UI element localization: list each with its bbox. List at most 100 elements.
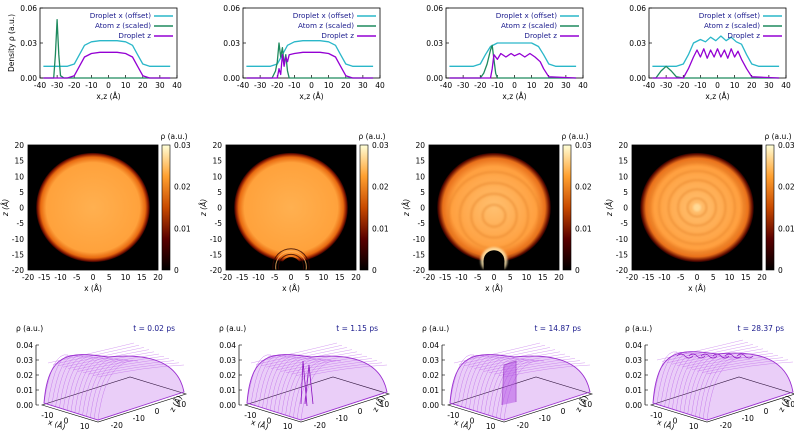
cavity-ring bbox=[277, 253, 305, 270]
x-tick-label: 20 bbox=[341, 81, 351, 90]
colorbar-tick-label: 0 bbox=[174, 266, 179, 275]
x-tick-label: -5 bbox=[677, 273, 685, 282]
x-tick-label: -20 bbox=[474, 81, 486, 90]
x-tick-label: 30 bbox=[764, 81, 774, 90]
y-tick-label: 10 bbox=[415, 172, 425, 181]
legend-label: Droplet z bbox=[727, 31, 760, 40]
map-image bbox=[28, 145, 158, 270]
ripple-line bbox=[676, 353, 694, 359]
y-tick-label: -15 bbox=[210, 250, 222, 259]
x-tick-label: 15 bbox=[741, 273, 751, 282]
y-tick-label: -10 bbox=[616, 235, 628, 244]
x-tick-label: 10 bbox=[319, 273, 329, 282]
mesh-line bbox=[652, 351, 678, 404]
x-tick-label: 15 bbox=[538, 273, 548, 282]
colorbar-tick-label: 0.03 bbox=[778, 141, 794, 150]
x-tick-label: 0 bbox=[267, 417, 272, 426]
surface-mesh bbox=[652, 339, 794, 421]
legend-label: Atom z (scaled) bbox=[95, 21, 151, 30]
x-axis-label: x (Å) bbox=[282, 284, 300, 293]
density-ripple bbox=[667, 179, 727, 236]
colorbar-tick-label: 0.02 bbox=[575, 183, 592, 192]
density-map-2: -20 -15 -10 -5 0 5 10 15 20 -20 -15 -10 -5 0 5 10 15 20 x … bbox=[199, 132, 389, 293]
x-axis-label: x (Å) bbox=[250, 418, 270, 431]
x-tick-label: -20 bbox=[271, 81, 283, 90]
cavity-ring bbox=[275, 251, 307, 270]
y-tick-label: 5 bbox=[19, 188, 24, 197]
y-axis-label: z (Å) bbox=[605, 199, 614, 217]
x-tick-label: -30 bbox=[457, 81, 469, 90]
x-tick-label: -5 bbox=[271, 273, 279, 282]
x-tick-label: 10 bbox=[689, 422, 699, 431]
y-tick-label: -15 bbox=[413, 250, 425, 259]
y-tick-label: 20 bbox=[212, 141, 222, 150]
droplet-disk bbox=[234, 152, 348, 263]
y-tick-label: -10 bbox=[210, 235, 222, 244]
x-tick-label: -10 bbox=[447, 411, 459, 420]
y-tick-label: -10 bbox=[742, 414, 754, 423]
y-tick-label: 20 bbox=[14, 141, 24, 150]
y-tick-label: 0.03 bbox=[20, 39, 37, 48]
time-label: t = 1.15 ps bbox=[336, 324, 378, 333]
series-line-3 bbox=[246, 51, 374, 79]
y-tick-label: -20 bbox=[517, 421, 529, 430]
x-axis-label: x (Å) bbox=[84, 284, 102, 293]
x-axis-label: x (Å) bbox=[656, 418, 676, 431]
legend-label: Droplet x (offset) bbox=[496, 11, 557, 20]
x-tick-label: 15 bbox=[335, 273, 345, 282]
surface-outline bbox=[43, 354, 185, 421]
z-tick-label: 0.04 bbox=[422, 341, 439, 350]
colorbar-tick-label: 0.02 bbox=[778, 183, 794, 192]
time-label: t = 14.87 ps bbox=[534, 324, 581, 333]
y-tick-label: 0.00 bbox=[629, 74, 646, 83]
density-ripple bbox=[658, 170, 736, 245]
mesh-line bbox=[72, 353, 160, 371]
colorbar-tick-label: 0 bbox=[575, 266, 580, 275]
mesh-line bbox=[696, 357, 784, 372]
z-tick-label: 0.04 bbox=[16, 341, 33, 350]
mesh-line bbox=[67, 351, 155, 369]
z-axis-label: ρ (a.u.) bbox=[219, 324, 246, 333]
colorbar-tick-label: 0 bbox=[778, 266, 783, 275]
x-tick-label: -10 bbox=[455, 273, 467, 282]
mesh-line bbox=[82, 358, 170, 373]
z-tick-label: 0.00 bbox=[422, 401, 439, 410]
map-frame bbox=[428, 144, 560, 271]
series-line-1 bbox=[43, 40, 171, 67]
y-tick-label: -20 bbox=[413, 266, 425, 275]
x-tick-label: 0 bbox=[289, 273, 294, 282]
profile-panel-4: 0.00 0.03 0.06 -40 -30 -20 -10 0 10 20 30 40 x,z (Å)… bbox=[629, 4, 791, 101]
series-line-1 bbox=[246, 40, 374, 67]
y-tick-label: 0.06 bbox=[20, 4, 37, 13]
z-tick-label: 0.03 bbox=[625, 356, 642, 365]
y-tick-label: -5 bbox=[17, 219, 25, 228]
y-tick-label: 20 bbox=[415, 141, 425, 150]
mesh-line bbox=[469, 356, 500, 410]
mesh-line bbox=[706, 361, 794, 375]
mesh-line bbox=[656, 339, 744, 361]
x-tick-label: 15 bbox=[137, 273, 147, 282]
map-image bbox=[632, 145, 762, 270]
legend-label: Atom z (scaled) bbox=[704, 21, 760, 30]
series-line-2 bbox=[652, 65, 780, 79]
y-tick-label: 5 bbox=[420, 188, 425, 197]
mesh-line bbox=[701, 359, 789, 373]
y-tick-label: -20 bbox=[314, 421, 326, 430]
mesh-line bbox=[87, 360, 175, 375]
y-tick-label: 10 bbox=[583, 400, 593, 409]
mesh-line bbox=[468, 349, 556, 368]
cavity bbox=[281, 257, 301, 270]
map-frame bbox=[631, 144, 763, 271]
colorbar bbox=[562, 144, 572, 271]
x-tick-label: 0 bbox=[470, 417, 475, 426]
legend-label: Droplet x (offset) bbox=[699, 11, 760, 20]
y-tick-label: 15 bbox=[618, 157, 628, 166]
x-tick-label: 20 bbox=[747, 81, 757, 90]
x-tick-label: 5 bbox=[107, 273, 112, 282]
x-tick-label: 40 bbox=[781, 81, 791, 90]
ripple-line bbox=[712, 353, 730, 359]
mesh-line bbox=[77, 356, 165, 372]
x-tick-label: 20 bbox=[138, 81, 148, 90]
y-tick-label: 5 bbox=[623, 188, 628, 197]
